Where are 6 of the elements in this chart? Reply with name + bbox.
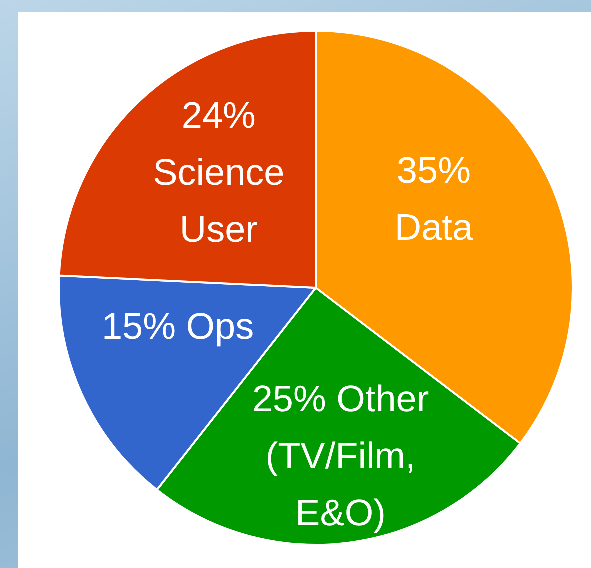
slice-label: 15% Ops [102, 306, 254, 348]
slice-label: Data [394, 206, 474, 248]
data-label: 24% [182, 95, 256, 136]
slice-label: Science User [153, 152, 285, 250]
data-label: 35% [396, 150, 471, 191]
slice-label: 25% Other (TV/Film, E&O) [252, 378, 430, 534]
